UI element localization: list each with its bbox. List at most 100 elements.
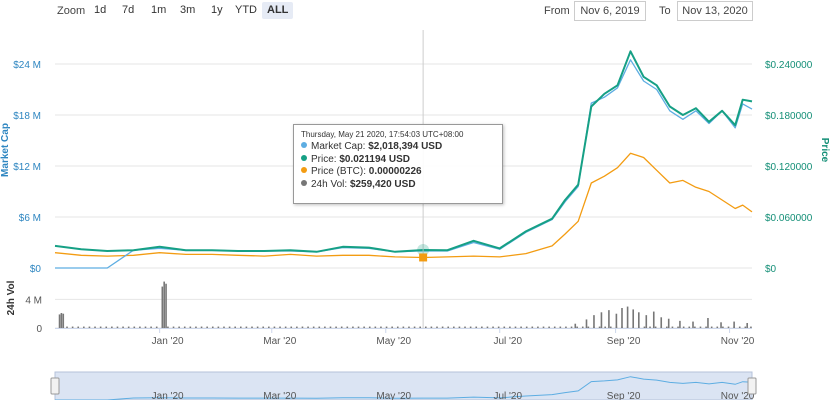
navigator-left-handle [50, 377, 60, 395]
volume-bar [111, 326, 113, 328]
price-btc-marker [419, 253, 428, 262]
volume-bar [284, 326, 287, 328]
volume-bar [77, 326, 80, 328]
volume-bar [183, 326, 186, 328]
volume-bar [744, 326, 747, 328]
zoom-1d-button[interactable]: 1d [94, 4, 107, 16]
volume-bar [385, 326, 388, 328]
volume-bar [585, 319, 588, 328]
volume-bar [127, 326, 130, 328]
navigator[interactable]: Jan '20 Mar '20 May '20 Jul '20 Sep '20 Nov '… [50, 371, 757, 400]
hover-halo [417, 243, 430, 256]
volume-bar [144, 326, 147, 328]
zoom-all-button[interactable]: ALL [262, 2, 294, 19]
volume-axis-title: 24h Vol [6, 280, 17, 315]
volume-bar [296, 326, 298, 328]
x-tick-label: Sep '20 [607, 336, 641, 347]
volume-bar [600, 312, 603, 328]
volume-bar [565, 326, 567, 328]
navigator-tick-label: Jan '20 [152, 391, 184, 400]
from-label: From [544, 5, 570, 17]
zoom-1y-button[interactable]: 1y [211, 4, 223, 16]
right-tick-label: $0.060000 [765, 213, 813, 224]
zoom-7d-button[interactable]: 7d [122, 4, 135, 16]
volume-bar [643, 326, 646, 328]
right-tick-label: $0.240000 [765, 60, 813, 71]
volume-bar [408, 326, 410, 328]
volume-bar [133, 326, 136, 328]
volume-bar [200, 326, 203, 328]
zoom-label: Zoom [57, 5, 86, 17]
volume-bar [705, 326, 707, 328]
volume-bar [352, 326, 354, 328]
tooltip-header: Thursday, May 21 2020, 17:54:03 UTC+08:0… [301, 130, 464, 139]
volume-bar [83, 326, 85, 328]
x-tick-label: Jan '20 [152, 336, 184, 347]
volume-bar [679, 320, 681, 328]
volume-bar [632, 309, 635, 328]
volume-bar [155, 326, 158, 328]
volume-bar [682, 326, 685, 328]
volume-bar [307, 326, 309, 328]
left-tick-label: $0 [30, 264, 42, 275]
volume-bar [525, 326, 528, 328]
volume-bar [750, 326, 752, 328]
volume-bar [430, 326, 433, 328]
volume-bar [464, 326, 466, 328]
volume-bar [486, 326, 489, 328]
volume-bar [88, 326, 91, 328]
zoom-1m-button[interactable]: 1m [151, 4, 167, 16]
volume-bar [189, 326, 192, 328]
right-tick-label: $0.120000 [765, 162, 813, 173]
volume-bar [163, 281, 165, 328]
volume-bar [195, 326, 197, 328]
volume-bar [692, 321, 694, 328]
price-dot-icon [301, 154, 307, 161]
volume-bar [458, 326, 461, 328]
volume-bar [380, 326, 382, 328]
x-tick-label: May '20 [376, 336, 411, 347]
volume-bar [122, 326, 124, 328]
x-tick-label: Jul '20 [493, 336, 522, 347]
from-date-input[interactable] [574, 1, 646, 21]
volume-bar [677, 326, 679, 328]
volume-bar [262, 326, 265, 328]
volume-bar [301, 326, 304, 328]
volume-bar [223, 326, 225, 328]
volume-bar [71, 326, 74, 328]
volume-bars [58, 281, 752, 328]
volume-bar [172, 326, 175, 328]
zoom-3m-button[interactable]: 3m [180, 4, 196, 16]
volume-bar [217, 326, 220, 328]
volume-bar [234, 326, 236, 328]
volume-bar [368, 326, 371, 328]
volume-bar [66, 326, 68, 328]
volume-bar [139, 326, 141, 328]
to-label: To [659, 5, 671, 17]
volume-bar [481, 326, 483, 328]
volume-tick-label: 0 [36, 324, 42, 335]
range-selector-toolbar: Zoom 1d 7d 1m 3m 1y YTD ALL From To [0, 0, 830, 26]
navigator-tick-label: Sep '20 [607, 391, 641, 400]
volume-bar [621, 308, 623, 328]
volume-bar [402, 326, 405, 328]
tooltip-row-price-btc: Price (BTC): 0.00000226 [301, 166, 495, 179]
volume-bar [419, 326, 421, 328]
volume-bar [722, 326, 724, 328]
volume-bar [94, 326, 96, 328]
x-tick-label: Mar '20 [263, 336, 296, 347]
tooltip-row-price: Price: $0.021194 USD [301, 154, 495, 167]
volume-bar [239, 326, 242, 328]
volume-bar [649, 326, 651, 328]
zoom-ytd-button[interactable]: YTD [235, 4, 257, 16]
volume-bar [503, 326, 506, 328]
to-date-input[interactable] [677, 1, 753, 21]
volume-bar [537, 326, 539, 328]
volume-bar [608, 310, 610, 328]
left-tick-label: $18 M [13, 111, 41, 122]
volume-bar [206, 326, 208, 328]
volume-bar [312, 326, 315, 328]
volume-bar [62, 313, 65, 328]
volume-bar [587, 326, 590, 328]
volume-bar [598, 326, 601, 328]
